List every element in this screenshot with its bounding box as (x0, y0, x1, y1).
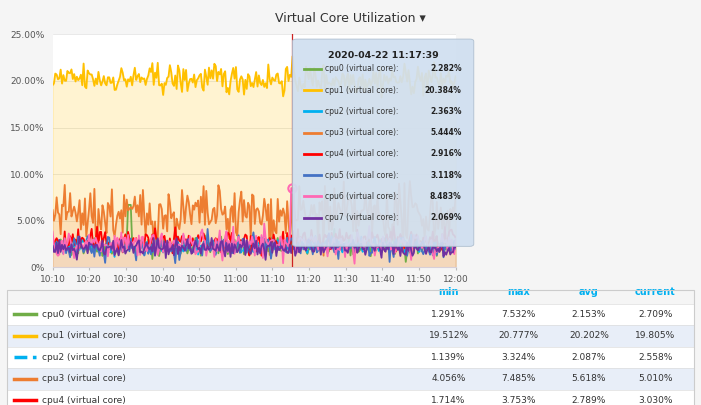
Text: cpu3 (virtual core): cpu3 (virtual core) (42, 374, 126, 384)
Text: cpu5 (virtual core):: cpu5 (virtual core): (325, 171, 398, 180)
Text: cpu7 (virtual core):: cpu7 (virtual core): (325, 213, 398, 222)
Text: 2.069%: 2.069% (430, 213, 462, 222)
Text: 1.291%: 1.291% (431, 310, 466, 319)
Text: 1.714%: 1.714% (431, 396, 466, 405)
Text: cpu1 (virtual core): cpu1 (virtual core) (42, 331, 126, 341)
Text: cpu2 (virtual core):: cpu2 (virtual core): (325, 107, 398, 116)
Text: Virtual Core Utilization ▾: Virtual Core Utilization ▾ (275, 12, 426, 25)
Text: 20.202%: 20.202% (569, 331, 608, 341)
Text: 1.139%: 1.139% (431, 353, 466, 362)
Text: 2.087%: 2.087% (571, 353, 606, 362)
Text: cpu4 (virtual core): cpu4 (virtual core) (42, 396, 125, 405)
Text: 20.777%: 20.777% (498, 331, 539, 341)
Text: 2.709%: 2.709% (638, 310, 673, 319)
Text: cpu2 (virtual core): cpu2 (virtual core) (42, 353, 125, 362)
Text: max: max (508, 287, 530, 296)
Text: cpu4 (virtual core):: cpu4 (virtual core): (325, 149, 398, 158)
Text: 5.010%: 5.010% (638, 374, 673, 384)
FancyBboxPatch shape (292, 39, 474, 246)
Text: cpu6 (virtual core):: cpu6 (virtual core): (325, 192, 398, 201)
Text: cpu0 (virtual core):: cpu0 (virtual core): (325, 64, 398, 73)
Text: 20.384%: 20.384% (425, 85, 462, 95)
Text: current: current (635, 287, 676, 296)
Text: 7.532%: 7.532% (501, 310, 536, 319)
Text: 3.753%: 3.753% (501, 396, 536, 405)
Text: 2020-04-22 11:17:39: 2020-04-22 11:17:39 (328, 51, 438, 60)
Text: 8.483%: 8.483% (430, 192, 462, 201)
Text: 2.916%: 2.916% (430, 149, 462, 158)
Text: 2.558%: 2.558% (638, 353, 673, 362)
Text: avg: avg (579, 287, 599, 296)
Text: cpu0 (virtual core): cpu0 (virtual core) (42, 310, 126, 319)
Text: min: min (438, 287, 459, 296)
Text: 2.363%: 2.363% (430, 107, 462, 116)
Text: 5.444%: 5.444% (430, 128, 462, 137)
Text: 3.324%: 3.324% (502, 353, 536, 362)
Text: 5.618%: 5.618% (571, 374, 606, 384)
Text: 3.030%: 3.030% (638, 396, 673, 405)
Text: 2.789%: 2.789% (571, 396, 606, 405)
Text: 2.282%: 2.282% (430, 64, 462, 73)
Text: 19.805%: 19.805% (635, 331, 676, 341)
Text: 2.153%: 2.153% (571, 310, 606, 319)
Text: cpu1 (virtual core):: cpu1 (virtual core): (325, 85, 398, 95)
Text: 3.118%: 3.118% (430, 171, 462, 180)
Text: 19.512%: 19.512% (428, 331, 469, 341)
Text: cpu3 (virtual core):: cpu3 (virtual core): (325, 128, 398, 137)
Text: 4.056%: 4.056% (431, 374, 466, 384)
Text: 7.485%: 7.485% (501, 374, 536, 384)
